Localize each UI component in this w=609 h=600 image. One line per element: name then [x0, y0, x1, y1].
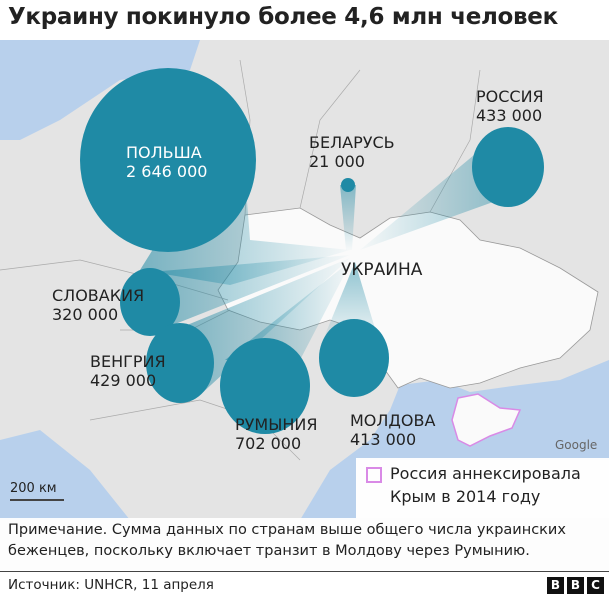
bubble-hungary — [146, 323, 214, 403]
label-poland: ПОЛЬША 2 646 000 — [126, 143, 207, 181]
black-sea — [300, 360, 609, 520]
refugee-count: 2 646 000 — [126, 162, 208, 181]
country-name: РОССИЯ — [476, 87, 544, 106]
bubble-poland — [80, 68, 256, 252]
crimea-swatch — [366, 467, 382, 483]
scale-bar: 200 км — [10, 481, 64, 501]
page-title: Украину покинуло более 4,6 млн человек — [8, 4, 558, 30]
bubble-romania — [220, 338, 310, 434]
refugee-count: 429 000 — [90, 371, 157, 390]
bubble-belarus — [341, 178, 355, 192]
flow-romania — [225, 260, 352, 360]
bubbles — [80, 68, 544, 434]
bubble-russia — [472, 127, 544, 207]
bubble-slovakia — [120, 268, 180, 336]
flow-slovakia — [150, 255, 350, 330]
legend: Россия аннексировала Крым в 2014 году — [356, 458, 609, 518]
crimea-shape — [451, 393, 522, 447]
label-ukraine: УКРАИНА — [341, 260, 423, 280]
logo-letter: C — [587, 577, 604, 594]
country-name: ВЕНГРИЯ — [90, 352, 166, 371]
note-text: Примечание. Сумма данных по странам выше… — [8, 522, 566, 559]
label-romania: РУМЫНИЯ 702 000 — [235, 415, 317, 453]
legend-text: Россия аннексировала Крым в 2014 году — [390, 464, 581, 506]
flow-belarus — [340, 185, 356, 250]
scale-line — [10, 499, 64, 501]
label-russia: РОССИЯ 433 000 — [476, 87, 544, 125]
label-belarus: БЕЛАРУСЬ 21 000 — [309, 133, 395, 171]
note: Примечание. Сумма данных по странам выше… — [0, 518, 609, 570]
flow-hungary — [175, 258, 350, 395]
refugee-count: 413 000 — [350, 430, 417, 449]
logo-letter: B — [547, 577, 564, 594]
map — [0, 40, 609, 570]
country-name: БЕЛАРУСЬ — [309, 133, 395, 152]
refugee-count: 320 000 — [52, 305, 119, 324]
bubble-moldova — [319, 319, 389, 397]
label-moldova: МОЛДОВА 413 000 — [350, 411, 435, 449]
bbc-logo: B B C — [547, 577, 604, 594]
country-name: МОЛДОВА — [350, 411, 436, 430]
adriatic-sea — [0, 430, 130, 520]
label-hungary: ВЕНГРИЯ 429 000 — [90, 352, 166, 390]
refugee-count: 702 000 — [235, 434, 302, 453]
country-name: ПОЛЬША — [126, 143, 202, 162]
scale-label: 200 км — [10, 481, 57, 496]
label-slovakia: СЛОВАКИЯ 320 000 — [52, 286, 144, 324]
country-name: СЛОВАКИЯ — [52, 286, 145, 305]
baltic-sea — [0, 40, 200, 140]
source: Источник: UNHCR, 11 апреля — [8, 577, 214, 593]
divider — [0, 571, 609, 572]
country-name: РУМЫНИЯ — [235, 415, 318, 434]
refugee-count: 21 000 — [309, 152, 365, 171]
refugee-count: 433 000 — [476, 106, 543, 125]
logo-letter: B — [567, 577, 584, 594]
map-attribution: Google — [555, 438, 598, 452]
